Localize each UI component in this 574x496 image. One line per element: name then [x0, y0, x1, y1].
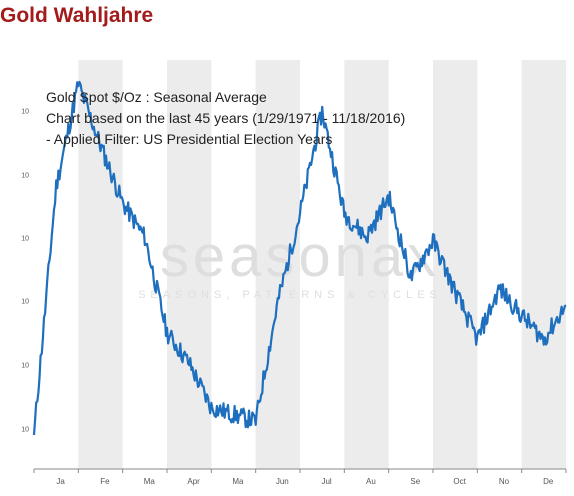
y-tick-label: 10 — [21, 236, 29, 243]
month-band — [167, 60, 212, 469]
x-tick-label: Se — [410, 477, 420, 486]
x-tick-label: Jun — [276, 477, 289, 486]
x-tick-label: Apr — [187, 477, 200, 486]
month-band — [344, 60, 389, 469]
month-band — [78, 60, 123, 469]
chart-annotation-line: Gold Spot $/Oz : Seasonal Average — [46, 89, 267, 105]
x-tick-label: Fe — [100, 477, 110, 486]
x-tick-label: Ma — [232, 477, 244, 486]
watermark-logo: seasonax — [160, 224, 440, 289]
month-bands — [78, 60, 566, 469]
y-axis-ticks: 10 10 10 10 10 10 — [21, 109, 29, 434]
x-tick-label: Ma — [144, 477, 156, 486]
y-tick-label: 10 — [21, 173, 29, 180]
month-band — [521, 60, 566, 469]
x-tick-label: No — [499, 477, 510, 486]
x-axis-ticks: Ja Fe Ma Apr Ma Jun Jul Au Se Oct No De — [33, 469, 567, 486]
x-tick-label: Au — [366, 477, 376, 486]
x-tick-label: De — [543, 477, 554, 486]
chart-annotation-line: Chart based on the last 45 years (1/29/1… — [46, 110, 405, 126]
chart-annotations: Gold Spot $/Oz : Seasonal Average Chart b… — [46, 89, 405, 147]
y-tick-label: 10 — [21, 299, 29, 306]
month-band — [255, 60, 300, 469]
page-title: Gold Wahljahre — [0, 4, 154, 27]
y-tick-label: 10 — [21, 109, 29, 116]
chart-annotation-line: - Applied Filter: US Presidential Electi… — [46, 131, 332, 147]
watermark-tagline: SEASONS, PATTERNS & CYCLES — [138, 289, 442, 301]
x-tick-label: Oct — [453, 477, 466, 486]
y-tick-label: 10 — [21, 427, 29, 434]
series-line-gold — [32, 80, 567, 435]
y-tick-label: 10 — [21, 363, 29, 370]
x-tick-label: Ja — [56, 477, 65, 486]
watermark: seasonax SEASONS, PATTERNS & CYCLES — [138, 224, 442, 301]
x-tick-label: Jul — [321, 477, 331, 486]
